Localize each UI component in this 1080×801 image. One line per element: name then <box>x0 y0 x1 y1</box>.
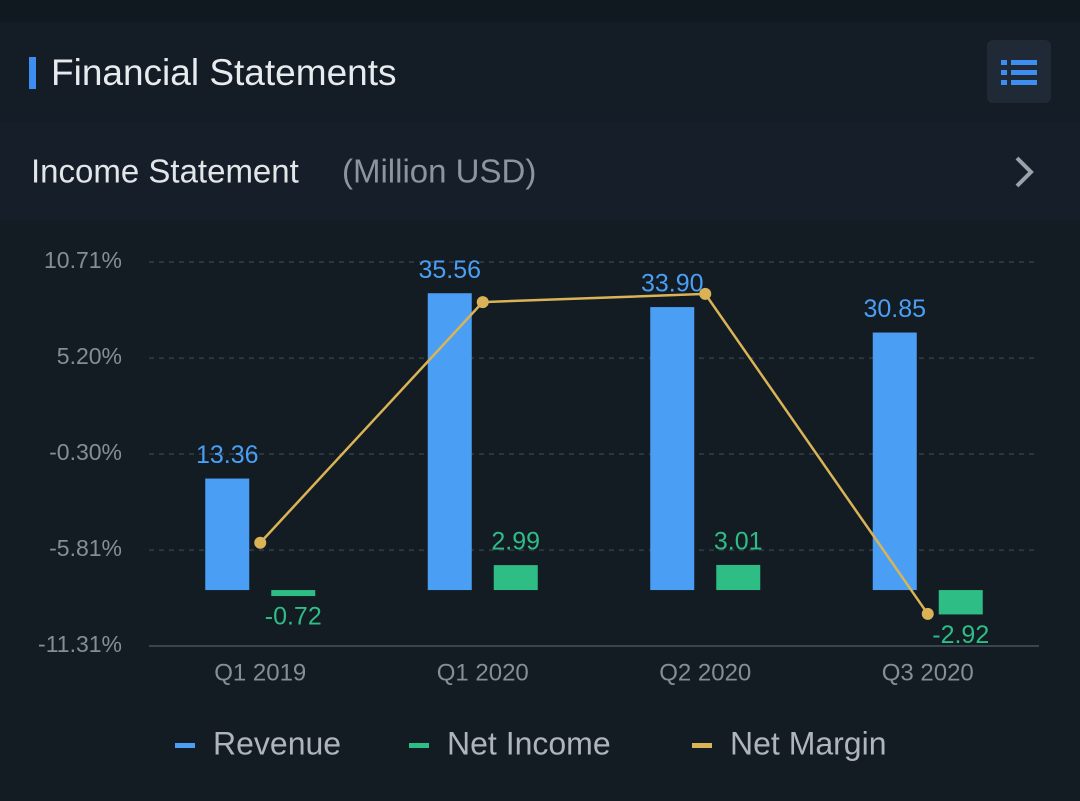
value-label: 35.56 <box>418 256 481 284</box>
value-label: -2.92 <box>932 621 989 649</box>
section-title: Income Statement <box>31 153 299 190</box>
legend-swatch <box>409 743 429 748</box>
menu-icon[interactable] <box>1001 60 1037 85</box>
value-label: 2.99 <box>491 528 540 556</box>
menu-button[interactable] <box>987 40 1051 103</box>
section-band[interactable] <box>0 122 1080 220</box>
legend-label: Revenue <box>213 725 341 761</box>
value-label: 33.90 <box>641 270 704 298</box>
header-band <box>0 22 1080 122</box>
y-tick-label: -0.30% <box>49 439 122 465</box>
y-tick-label: -11.31% <box>38 631 122 657</box>
bar <box>271 590 316 597</box>
bar <box>716 564 761 591</box>
line <box>259 292 929 615</box>
bar <box>650 307 695 591</box>
legend-swatch <box>175 743 195 748</box>
y-tick-label: 5.20% <box>57 343 122 369</box>
line-point <box>921 607 934 620</box>
x-tick-label: Q1 2019 <box>214 659 306 686</box>
top-strip <box>0 0 1080 22</box>
page-title: Financial Statements <box>51 52 397 93</box>
line-point <box>254 536 267 549</box>
title-accent <box>29 57 36 89</box>
bar <box>427 293 472 591</box>
value-label: 13.36 <box>196 441 259 469</box>
bar <box>872 332 917 591</box>
value-label: -0.72 <box>265 603 322 631</box>
section-unit: (Million USD) <box>342 153 536 190</box>
bar <box>938 590 983 615</box>
value-label: 30.85 <box>863 295 926 323</box>
value-label: 3.01 <box>714 528 763 556</box>
line-point <box>476 296 489 309</box>
x-tick-label: Q3 2020 <box>882 659 974 686</box>
line-point <box>699 287 712 300</box>
chevron[interactable] <box>1015 156 1034 188</box>
legend-label: Net Margin <box>730 725 887 761</box>
chart: 10.71% 5.20% -0.30% -5.81% -11.31% Q1 2019 Q1 … <box>38 247 1039 761</box>
legend-label: Net Income <box>447 725 611 761</box>
bar <box>493 565 538 591</box>
y-tick-label: 10.71% <box>44 247 122 273</box>
bar <box>205 478 250 591</box>
legend-swatch <box>692 743 712 748</box>
y-tick-label: -5.81% <box>49 535 122 561</box>
x-tick-label: Q1 2020 <box>437 659 529 686</box>
x-tick-label: Q2 2020 <box>659 659 751 686</box>
